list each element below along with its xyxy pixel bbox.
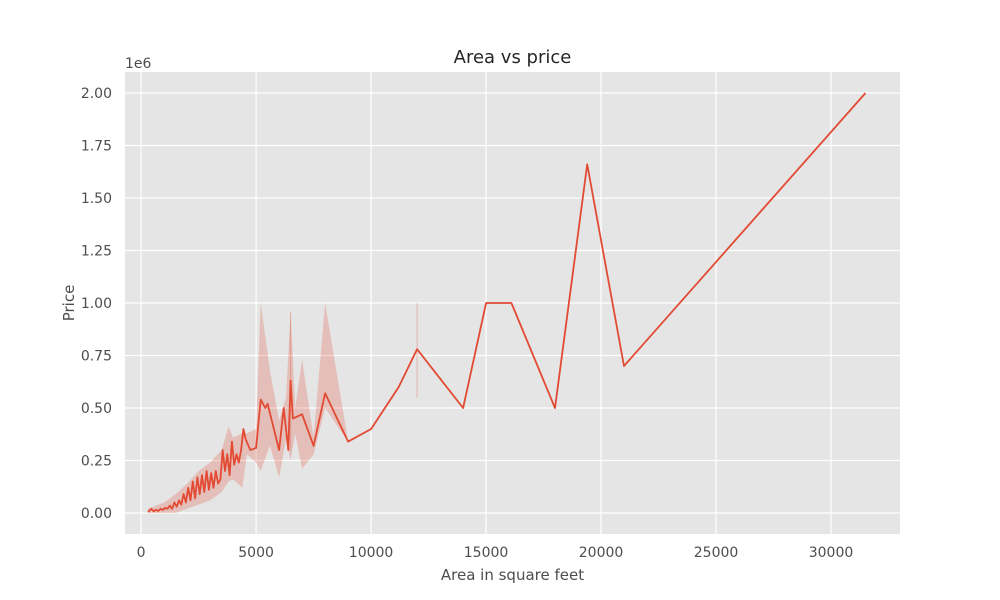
x-tick-label: 5000 xyxy=(238,545,274,561)
y-axis-label: Price xyxy=(60,285,78,322)
price-line xyxy=(147,92,867,513)
y-tick-label: 0.50 xyxy=(81,401,112,417)
x-tick-label: 15000 xyxy=(464,545,509,561)
x-axis-label: Area in square feet xyxy=(441,566,584,584)
y-tick-label: 0.25 xyxy=(81,454,112,470)
y-tick-label: 1.50 xyxy=(81,191,112,207)
confidence-band xyxy=(148,303,349,513)
x-tick-label: 25000 xyxy=(694,545,739,561)
y-tick-label: 0.00 xyxy=(81,506,112,522)
y-tick-label: 1.75 xyxy=(81,139,112,155)
y-tick-label: 0.75 xyxy=(81,349,112,365)
x-tick-label: 30000 xyxy=(809,545,854,561)
y-ticks: 0.00 0.25 0.50 0.75 1.00 1.25 1.50 1.75 2.00 xyxy=(81,86,112,522)
y-scale-label: 1e6 xyxy=(125,56,152,72)
y-tick-label: 1.25 xyxy=(81,244,112,260)
grid xyxy=(125,72,900,534)
x-tick-label: 0 xyxy=(137,545,146,561)
y-tick-label: 1.00 xyxy=(81,296,112,312)
x-tick-label: 20000 xyxy=(579,545,624,561)
chart-title: Area vs price xyxy=(454,47,572,68)
y-tick-label: 2.00 xyxy=(81,86,112,102)
x-ticks: 0 5000 10000 15000 20000 25000 30000 xyxy=(137,545,854,561)
x-tick-label: 10000 xyxy=(349,545,394,561)
